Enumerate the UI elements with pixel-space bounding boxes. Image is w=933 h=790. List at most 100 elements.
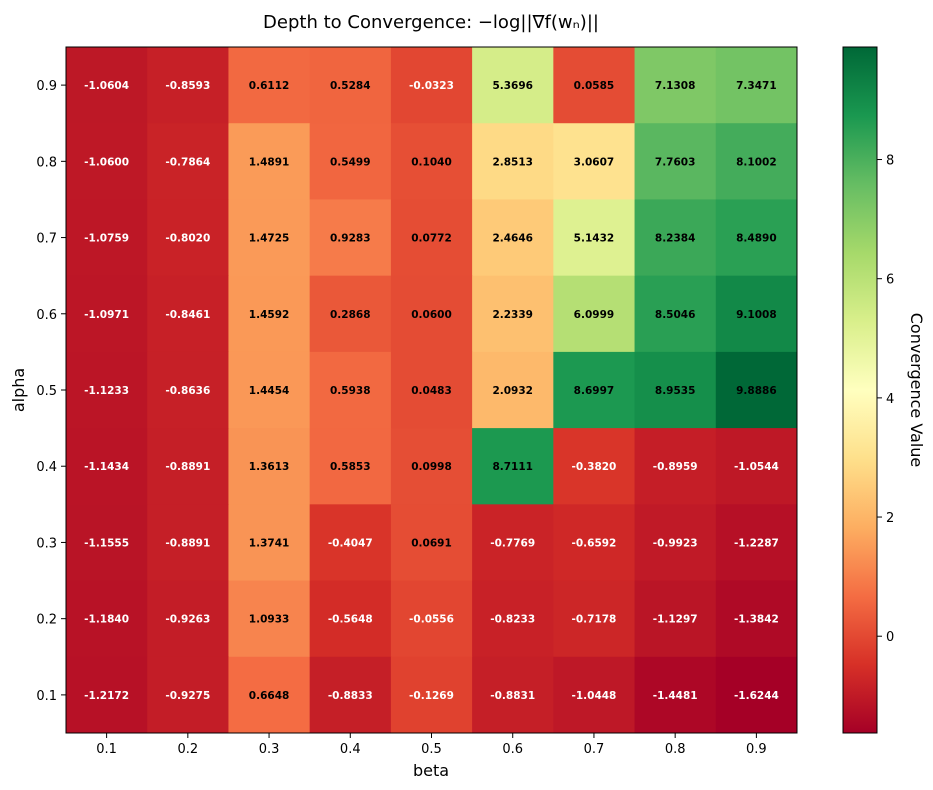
cell-value-label: 0.5284	[330, 80, 371, 92]
heatmap-cell	[390, 47, 473, 124]
cell-value-label: -0.8636	[165, 385, 210, 397]
cell-value-label: 6.0999	[574, 309, 615, 321]
heatmap-cell	[472, 351, 554, 429]
heatmap-cell	[634, 428, 717, 505]
cell-value-label: 0.0600	[411, 309, 452, 321]
heatmap-cell	[228, 199, 311, 277]
x-tick-label: 0.4	[340, 742, 361, 757]
heatmap-cell	[390, 504, 473, 582]
cell-value-label: -0.8233	[490, 614, 535, 626]
heatmap-cell	[309, 504, 392, 582]
cell-value-label: -0.6592	[571, 537, 616, 549]
cell-value-label: -1.2287	[734, 537, 779, 549]
cell-value-label: 8.4890	[736, 233, 777, 245]
x-tick-label: 0.2	[177, 742, 198, 757]
cell-value-label: 0.0585	[574, 80, 615, 92]
heatmap-cell	[66, 351, 148, 429]
x-tick-label: 0.1	[96, 742, 117, 757]
cell-value-label: 8.9535	[655, 385, 696, 397]
heatmap-cell	[553, 580, 636, 658]
y-tick-label: 0.1	[36, 689, 57, 704]
x-tick-label: 0.7	[584, 742, 605, 757]
cell-value-label: -1.3842	[734, 614, 779, 626]
heatmap-cell	[147, 351, 229, 429]
heatmap-cell	[390, 123, 473, 200]
cell-value-label: -1.4481	[653, 690, 698, 702]
heatmap-cell	[147, 580, 229, 658]
cell-value-label: 2.8513	[492, 156, 533, 168]
cell-value-label: 0.5853	[330, 461, 371, 473]
cell-value-label: 8.6997	[574, 385, 615, 397]
heatmap-cell	[309, 199, 392, 277]
cell-value-label: -0.8831	[490, 690, 535, 702]
heatmap-cell	[66, 199, 148, 277]
heatmap-cell	[228, 123, 311, 200]
cell-value-label: 1.0933	[249, 614, 290, 626]
cell-value-label: 0.2868	[330, 309, 371, 321]
cell-value-label: 0.5499	[330, 156, 371, 168]
heatmap-cell	[553, 199, 636, 277]
cell-value-label: 8.7111	[492, 461, 533, 473]
cell-value-label: -1.1555	[84, 537, 129, 549]
y-tick-label: 0.4	[36, 460, 57, 475]
cell-value-label: 5.3696	[492, 80, 533, 92]
heatmap-cell	[390, 275, 473, 353]
heatmap-cell	[309, 428, 392, 505]
y-tick-label: 0.7	[36, 232, 57, 247]
x-tick-label: 0.5	[421, 742, 442, 757]
cell-value-label: -0.4047	[328, 537, 373, 549]
heatmap-cell	[634, 199, 717, 277]
cell-value-label: -1.1434	[84, 461, 129, 473]
cell-value-label: -0.0323	[409, 80, 454, 92]
cell-value-label: 8.2384	[655, 233, 696, 245]
cell-value-label: 9.8886	[736, 385, 777, 397]
heatmap-cell	[553, 656, 636, 734]
cell-value-label: -0.1269	[409, 690, 454, 702]
heatmap-cell	[147, 275, 229, 353]
heatmap-cell	[553, 275, 636, 353]
cell-value-label: 0.0691	[411, 537, 452, 549]
cell-value-label: 1.3741	[249, 537, 290, 549]
cell-value-label: -1.0971	[84, 309, 129, 321]
heatmap-cell	[66, 656, 148, 734]
heatmap-cell	[472, 428, 554, 505]
cell-value-label: -1.6244	[734, 690, 779, 702]
heatmap-cell	[715, 580, 798, 658]
heatmap-cell	[228, 504, 311, 582]
y-tick-label: 0.3	[36, 536, 57, 551]
heatmap-cell	[715, 656, 798, 734]
heatmap-cell	[553, 351, 636, 429]
colorbar-tick-label: 8	[886, 154, 894, 169]
heatmap-cell	[553, 123, 636, 200]
colorbar-ticks: 0 2 4 6 8	[877, 154, 894, 645]
cell-value-label: 9.1008	[736, 309, 777, 321]
colorbar-tick-label: 6	[886, 273, 894, 288]
heatmap-cell	[228, 428, 311, 505]
heatmap-cell	[472, 656, 554, 734]
x-tick-label: 0.6	[502, 742, 523, 757]
heatmap-cell	[309, 47, 392, 124]
cell-value-label: -1.0600	[84, 156, 129, 168]
colorbar-label: Convergence Value	[907, 313, 926, 468]
x-tick-label: 0.8	[665, 742, 686, 757]
cell-value-label: -1.1297	[653, 614, 698, 626]
cell-value-label: -0.7178	[571, 614, 616, 626]
cell-value-label: -0.5648	[328, 614, 373, 626]
cell-value-label: 0.5938	[330, 385, 371, 397]
heatmap-cell	[228, 656, 311, 734]
cell-value-label: 0.6112	[249, 80, 290, 92]
heatmap-cell	[147, 428, 229, 505]
heatmap-cell	[309, 123, 392, 200]
colorbar	[842, 46, 878, 734]
cell-value-label: -0.9923	[653, 537, 698, 549]
heatmap-cell	[715, 351, 798, 429]
heatmap-cell	[634, 351, 717, 429]
cell-value-label: 2.4646	[492, 233, 533, 245]
heatmap-cell	[634, 123, 717, 200]
heatmap-cell	[390, 199, 473, 277]
heatmap-cell	[715, 47, 798, 124]
heatmap-cells	[66, 47, 798, 734]
heatmap-cell	[634, 580, 717, 658]
cell-value-label: -0.8891	[165, 537, 210, 549]
cell-value-label: -0.8461	[165, 309, 210, 321]
